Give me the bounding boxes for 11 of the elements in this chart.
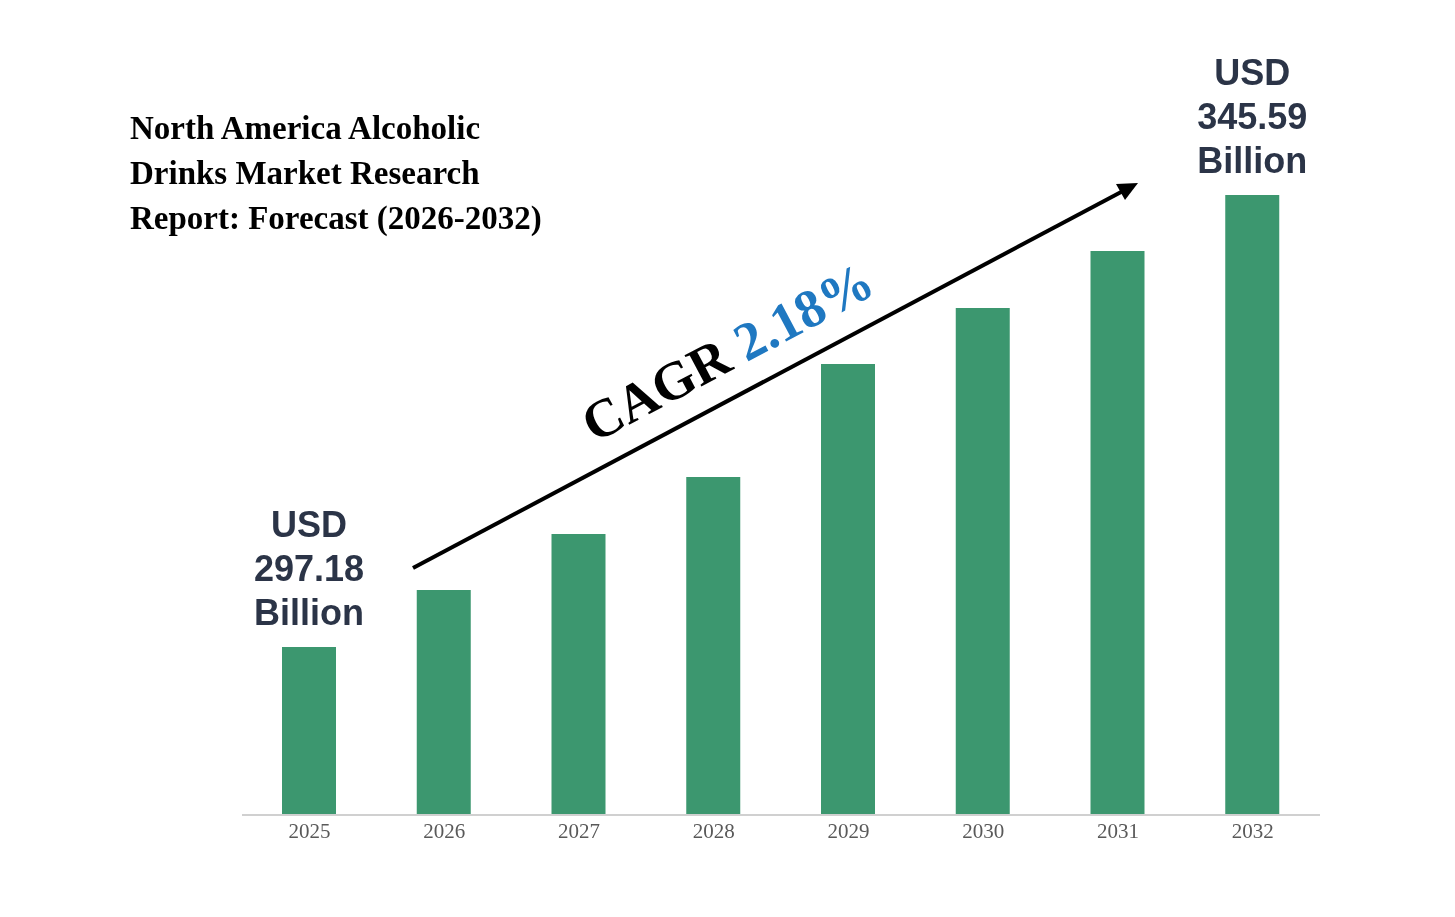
x-tick-label: 2030	[962, 818, 1005, 843]
x-tick-label: 2029	[827, 818, 870, 843]
x-tick-label: 2028	[692, 818, 735, 843]
x-tick-label: 2025	[288, 818, 331, 843]
x-tick-label: 2027	[557, 818, 600, 843]
data-label: USD 345.59 Billion	[1197, 52, 1308, 181]
x-tick-label: 2026	[423, 818, 466, 843]
x-tick-label: 2032	[1231, 818, 1274, 843]
chart-title: North America Alcoholic Drinks Market Research Report: Forecast (2026-2032)	[130, 109, 543, 238]
data-label: USD 297.18 Billion	[253, 504, 365, 634]
x-tick-label: 2031	[1096, 818, 1139, 843]
